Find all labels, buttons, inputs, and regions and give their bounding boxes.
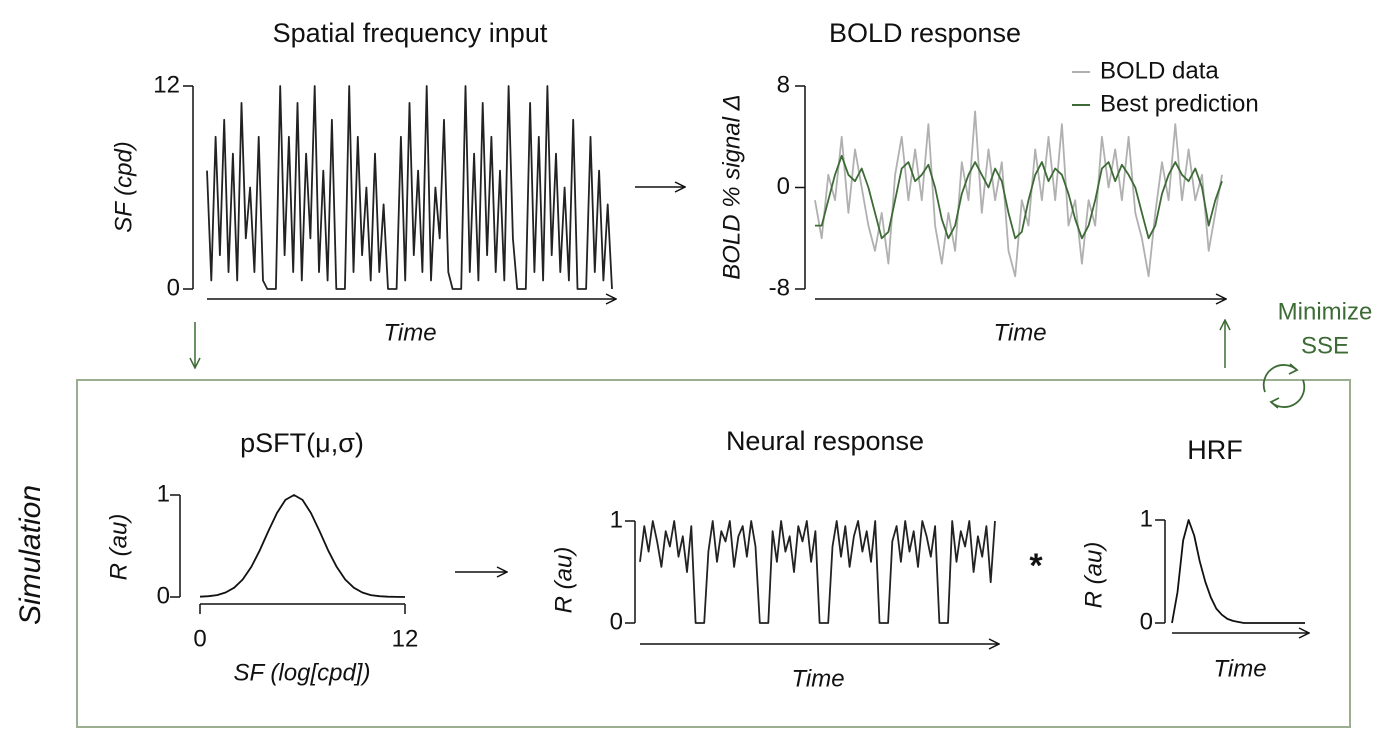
y-tick-label: 12 bbox=[153, 71, 180, 98]
simulation-label: Simulation bbox=[14, 485, 47, 625]
x-tick-label: 12 bbox=[392, 625, 419, 652]
chart-title: Neural response bbox=[726, 426, 924, 456]
series-line bbox=[639, 520, 996, 624]
x-axis-label: Time bbox=[1213, 655, 1266, 682]
chart-title: Spatial frequency input bbox=[273, 18, 548, 48]
series-line bbox=[199, 494, 406, 598]
y-tick-label: 0 bbox=[777, 173, 790, 200]
x-axis-label: Time bbox=[993, 319, 1046, 346]
minimize-label: Minimize bbox=[1278, 298, 1373, 325]
series-line bbox=[815, 154, 1223, 240]
y-tick-label: 8 bbox=[777, 71, 790, 98]
y-axis-label: R (au) bbox=[1080, 542, 1107, 609]
y-tick-label: 0 bbox=[157, 582, 170, 609]
y-axis-label: SF (cpd) bbox=[110, 141, 137, 233]
legend-label: BOLD data bbox=[1100, 57, 1219, 84]
chart-title: pSFT(μ,σ) bbox=[240, 428, 364, 458]
simulation-box bbox=[76, 379, 1351, 728]
x-tick-label: 0 bbox=[193, 625, 206, 652]
series-line bbox=[1171, 519, 1305, 624]
series-line bbox=[814, 110, 1223, 278]
minimize-label: SSE bbox=[1301, 332, 1349, 359]
cycle-icon bbox=[1262, 363, 1306, 409]
x-axis-label: Time bbox=[383, 319, 436, 346]
chart-title: BOLD response bbox=[829, 18, 1021, 48]
y-axis-label: BOLD % signal Δ bbox=[718, 94, 745, 280]
convolution-symbol: * bbox=[1029, 547, 1043, 585]
y-tick-label: 0 bbox=[610, 608, 623, 635]
y-tick-label: 0 bbox=[167, 274, 180, 301]
y-tick-label: 1 bbox=[157, 480, 170, 507]
series-line bbox=[206, 85, 613, 290]
y-tick-label: -8 bbox=[769, 274, 790, 301]
y-axis-label: R (au) bbox=[105, 514, 132, 581]
legend-label: Best prediction bbox=[1100, 90, 1259, 117]
y-tick-label: 1 bbox=[1140, 505, 1153, 532]
y-axis-label: R (au) bbox=[550, 547, 577, 614]
x-axis-label: Time bbox=[791, 665, 844, 692]
y-tick-label: 1 bbox=[610, 506, 623, 533]
chart-title: HRF bbox=[1187, 435, 1243, 465]
y-tick-label: 0 bbox=[1140, 608, 1153, 635]
x-axis-label: SF (log[cpd]) bbox=[234, 659, 371, 686]
